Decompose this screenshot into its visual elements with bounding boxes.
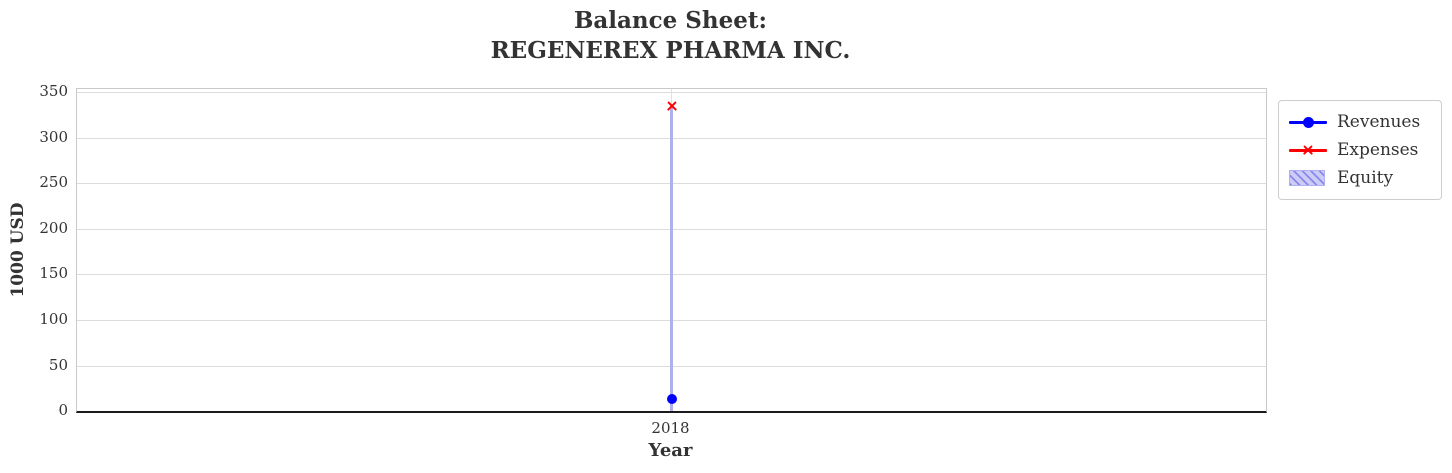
x-tick-label: 2018 [651, 419, 690, 437]
legend-label-revenues: Revenues [1337, 112, 1421, 132]
plot-area [76, 88, 1267, 413]
y-tick-label: 0 [58, 401, 68, 419]
legend: Revenues Expenses Equity [1278, 100, 1442, 200]
y-tick-label: 50 [48, 355, 68, 374]
x-axis-label: Year [648, 440, 693, 461]
revenues-line-marker-icon [1289, 114, 1327, 130]
revenues-point-marker [666, 394, 677, 405]
legend-item-revenues: Revenues [1289, 108, 1431, 136]
y-tick-label: 150 [39, 264, 68, 283]
legend-label-expenses: Expenses [1337, 140, 1419, 160]
equity-hatched-patch-icon [1289, 170, 1327, 186]
expenses-line-marker-icon [1289, 142, 1327, 158]
chart-title-line2: REGENEREX PHARMA INC. [490, 37, 851, 65]
legend-label-equity: Equity [1337, 168, 1394, 188]
expenses-point-marker [666, 100, 678, 112]
y-tick-label: 100 [39, 309, 68, 328]
y-axis-label: 1000 USD [8, 202, 28, 298]
y-tick-label: 300 [39, 127, 68, 146]
chart-title-line1: Balance Sheet: [573, 7, 768, 34]
y-tick-label: 200 [39, 218, 68, 237]
y-tick-label: 250 [39, 173, 68, 192]
y-tick-label: 350 [39, 82, 68, 101]
legend-item-expenses: Expenses [1289, 136, 1431, 164]
legend-item-equity: Equity [1289, 164, 1431, 192]
chart-title: Balance Sheet: REGENEREX PHARMA INC. [76, 6, 1265, 67]
equity-bar [670, 105, 673, 411]
